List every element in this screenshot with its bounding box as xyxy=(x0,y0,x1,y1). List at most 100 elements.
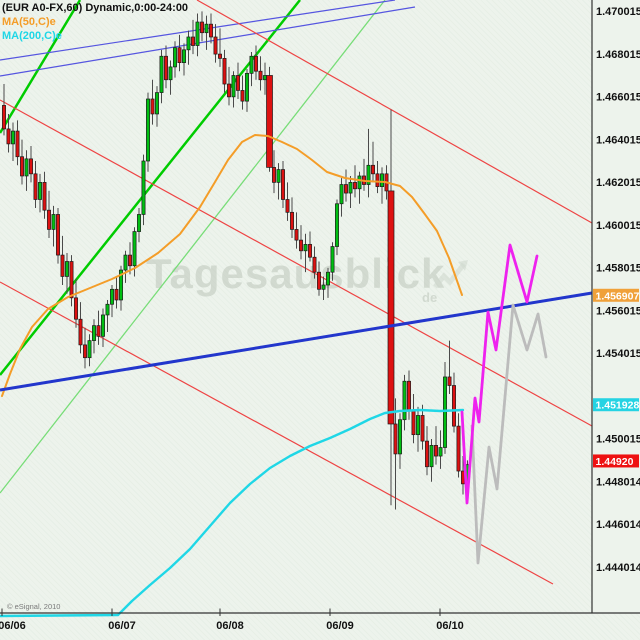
candlestick xyxy=(407,380,411,412)
candlestick xyxy=(299,239,303,252)
candlestick xyxy=(42,182,47,211)
candlestick xyxy=(357,175,362,190)
x-axis-date-label[interactable]: 06/06 xyxy=(0,620,26,632)
candlestick xyxy=(218,53,222,59)
candlestick xyxy=(11,130,15,145)
y-axis-gutter[interactable] xyxy=(592,0,640,613)
candlestick xyxy=(47,209,51,230)
watermark-trend-arrow-icon xyxy=(433,260,468,289)
candlestick xyxy=(20,156,24,177)
gray-zigzag[interactable] xyxy=(470,303,548,565)
y-axis-label: 1.456015 xyxy=(596,305,640,317)
ma200-line[interactable] xyxy=(0,408,465,618)
candlestick xyxy=(416,415,420,436)
candlestick xyxy=(159,55,164,93)
candlestick xyxy=(276,169,281,183)
ma200-legend-label[interactable]: MA(200,C)e xyxy=(2,30,62,42)
candlestick xyxy=(371,164,375,175)
candlestick xyxy=(452,385,456,427)
candlestick xyxy=(65,261,69,277)
candlestick xyxy=(105,303,110,316)
y-axis-label: 1.454015 xyxy=(596,348,640,360)
y-axis-label: 1.470015 xyxy=(596,6,640,18)
blue-resistance-thick[interactable] xyxy=(0,291,593,392)
candlestick xyxy=(375,173,380,188)
ma50-line[interactable] xyxy=(1,134,463,397)
y-axis-label: 1.450015 xyxy=(596,434,640,446)
y-axis-label: 1.468015 xyxy=(596,49,640,61)
candlestick xyxy=(411,410,416,436)
x-axis-date-label[interactable]: 06/08 xyxy=(216,620,244,632)
candlestick xyxy=(209,23,213,38)
y-axis-label: 1.462015 xyxy=(596,177,640,189)
blue-channel-lower[interactable] xyxy=(0,6,416,77)
candlestick xyxy=(402,380,407,421)
watermark-suffix: de xyxy=(422,290,438,305)
red-channel-middle[interactable] xyxy=(0,99,593,427)
y-axis-label: 1.446014 xyxy=(596,519,640,531)
candlestick xyxy=(317,271,321,290)
candlestick xyxy=(56,214,60,256)
y-axis-label: 1.444014 xyxy=(596,562,640,574)
candlestick xyxy=(236,75,240,91)
candlestick xyxy=(213,36,218,55)
candlestick xyxy=(321,284,326,290)
candlestick xyxy=(24,158,29,177)
magenta-zigzag[interactable] xyxy=(460,243,539,505)
x-axis-date-label[interactable]: 06/09 xyxy=(326,620,354,632)
price-badge-label: 1.451928 xyxy=(596,400,640,412)
candlestick xyxy=(146,98,150,162)
candlestick xyxy=(285,199,290,213)
candlestick xyxy=(69,261,74,299)
candlestick xyxy=(231,75,236,98)
candlestick xyxy=(380,173,384,188)
candlestick xyxy=(326,271,330,286)
price-badge-label: 1.456907 xyxy=(596,290,640,302)
candlestick xyxy=(290,211,294,230)
candlestick xyxy=(266,75,273,168)
x-axis-date-label[interactable]: 06/10 xyxy=(436,620,464,632)
candlestick xyxy=(254,55,258,72)
candlestick xyxy=(434,445,438,457)
ma50-legend-label[interactable]: MA(50,C)e xyxy=(2,16,56,28)
candlestick xyxy=(344,184,348,194)
candlestick xyxy=(393,423,398,455)
candlestick xyxy=(38,182,42,200)
chart-title: (EUR A0-FX,60) Dynamic,0:00-24:00 xyxy=(2,2,189,14)
price-badge-ma50_value xyxy=(593,288,639,302)
candlestick xyxy=(303,244,308,252)
x-axis-date-label[interactable]: 06/07 xyxy=(108,620,136,632)
candlestick xyxy=(195,21,200,46)
red-channel-lower[interactable] xyxy=(0,281,554,585)
candlestick xyxy=(123,254,128,271)
green-channel-lower[interactable] xyxy=(0,0,386,494)
candlestick xyxy=(177,47,182,63)
y-axis-label: 1.460015 xyxy=(596,220,640,232)
red-channel-upper[interactable] xyxy=(196,0,593,224)
candlestick xyxy=(204,23,209,34)
candlestick xyxy=(173,47,177,68)
candlestick xyxy=(348,182,353,194)
candlestick xyxy=(15,130,20,158)
candlestick xyxy=(312,256,317,273)
candlestick xyxy=(92,325,96,341)
candlestick xyxy=(447,376,452,386)
candlestick xyxy=(141,160,146,215)
candlestick xyxy=(137,214,141,232)
candlestick xyxy=(128,254,132,267)
candlestick xyxy=(258,70,263,81)
candlestick xyxy=(2,105,6,130)
candlestick xyxy=(132,231,137,267)
y-axis-label: 1.448014 xyxy=(596,476,640,488)
candlestick xyxy=(272,167,276,183)
green-channel-upper[interactable] xyxy=(0,0,82,134)
price-badge-label: 1.44920 xyxy=(596,456,634,468)
candlestick xyxy=(335,203,339,247)
candlestick xyxy=(425,440,429,468)
price-badge-last_price xyxy=(593,454,639,468)
candlestick xyxy=(294,229,299,241)
candlestick xyxy=(164,55,168,81)
candlestick xyxy=(101,314,105,337)
candlestick xyxy=(60,254,65,277)
